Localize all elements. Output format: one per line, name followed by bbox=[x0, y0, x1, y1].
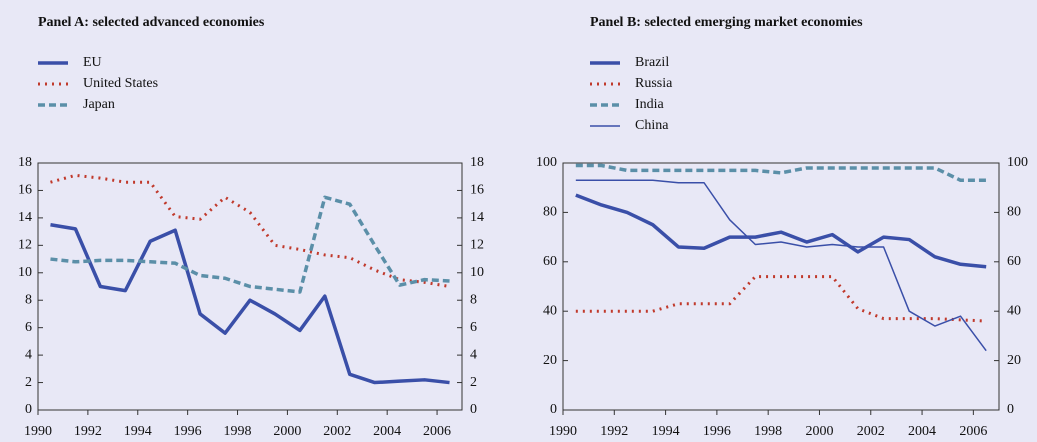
y2-tick-label: 0 bbox=[470, 402, 477, 417]
x-tick-label: 1996 bbox=[174, 424, 202, 439]
x-tick-label: 1992 bbox=[74, 424, 102, 439]
series-line bbox=[50, 195, 450, 294]
x-tick-label: 1994 bbox=[652, 424, 680, 439]
y2-tick-label: 18 bbox=[470, 155, 484, 170]
y2-tick-label: 2 bbox=[470, 375, 477, 390]
y-tick-label: 6 bbox=[25, 320, 32, 335]
x-tick-label: 1990 bbox=[24, 424, 52, 439]
x-tick-label: 1990 bbox=[549, 424, 577, 439]
x-tick-label: 2000 bbox=[273, 424, 301, 439]
y2-tick-label: 10 bbox=[470, 265, 484, 280]
y2-tick-label: 8 bbox=[470, 292, 477, 307]
x-tick-label: 1998 bbox=[754, 424, 782, 439]
y-tick-label: 10 bbox=[18, 265, 32, 280]
x-tick-label: 2002 bbox=[857, 424, 885, 439]
y2-tick-label: 40 bbox=[1007, 303, 1021, 318]
y2-tick-label: 14 bbox=[470, 210, 484, 225]
legend-label: China bbox=[635, 118, 669, 133]
panel-title: Panel B: selected emerging market econom… bbox=[590, 15, 863, 30]
x-tick-label: 1996 bbox=[703, 424, 731, 439]
y2-tick-label: 4 bbox=[470, 347, 477, 362]
x-tick-label: 2002 bbox=[323, 424, 351, 439]
x-tick-label: 2004 bbox=[908, 424, 936, 439]
y-tick-label: 0 bbox=[25, 402, 32, 417]
legend-label: EU bbox=[83, 55, 102, 70]
x-tick-label: 2006 bbox=[423, 424, 451, 439]
x-tick-label: 2000 bbox=[805, 424, 833, 439]
x-tick-label: 1998 bbox=[224, 424, 252, 439]
y-tick-label: 16 bbox=[18, 183, 32, 198]
legend-label: United States bbox=[83, 76, 158, 91]
plot-area bbox=[562, 162, 1000, 411]
x-tick-label: 2006 bbox=[959, 424, 987, 439]
y2-tick-label: 20 bbox=[1007, 353, 1021, 368]
y-tick-label: 40 bbox=[543, 303, 557, 318]
y-tick-label: 60 bbox=[543, 254, 557, 269]
series-line bbox=[575, 163, 987, 183]
legend-label: India bbox=[635, 97, 665, 112]
legend-label: Brazil bbox=[635, 55, 669, 70]
series-line bbox=[50, 223, 450, 385]
y-tick-label: 80 bbox=[543, 205, 557, 220]
panel-title: Panel A: selected advanced economies bbox=[38, 15, 265, 30]
series-line bbox=[575, 275, 987, 323]
legend-label: Russia bbox=[635, 76, 673, 91]
plot-area bbox=[37, 162, 463, 411]
legend-label: Japan bbox=[83, 97, 115, 112]
y2-tick-label: 6 bbox=[470, 320, 477, 335]
y-tick-label: 18 bbox=[18, 155, 32, 170]
y2-tick-label: 12 bbox=[470, 238, 484, 253]
series-line bbox=[575, 179, 987, 352]
y2-tick-label: 16 bbox=[470, 183, 484, 198]
y-tick-label: 20 bbox=[543, 353, 557, 368]
x-tick-label: 1992 bbox=[600, 424, 628, 439]
y2-tick-label: 60 bbox=[1007, 254, 1021, 269]
x-tick-label: 2004 bbox=[373, 424, 401, 439]
y-tick-label: 8 bbox=[25, 292, 32, 307]
series-line bbox=[575, 193, 987, 269]
y-tick-label: 4 bbox=[25, 347, 32, 362]
x-tick-label: 1994 bbox=[124, 424, 152, 439]
series-line bbox=[50, 173, 450, 288]
y2-tick-label: 0 bbox=[1007, 402, 1014, 417]
y-tick-label: 14 bbox=[18, 210, 32, 225]
y-tick-label: 2 bbox=[25, 375, 32, 390]
y2-tick-label: 100 bbox=[1007, 155, 1028, 170]
y2-tick-label: 80 bbox=[1007, 205, 1021, 220]
y-tick-label: 100 bbox=[536, 155, 557, 170]
y-tick-label: 12 bbox=[18, 238, 32, 253]
y-tick-label: 0 bbox=[550, 402, 557, 417]
